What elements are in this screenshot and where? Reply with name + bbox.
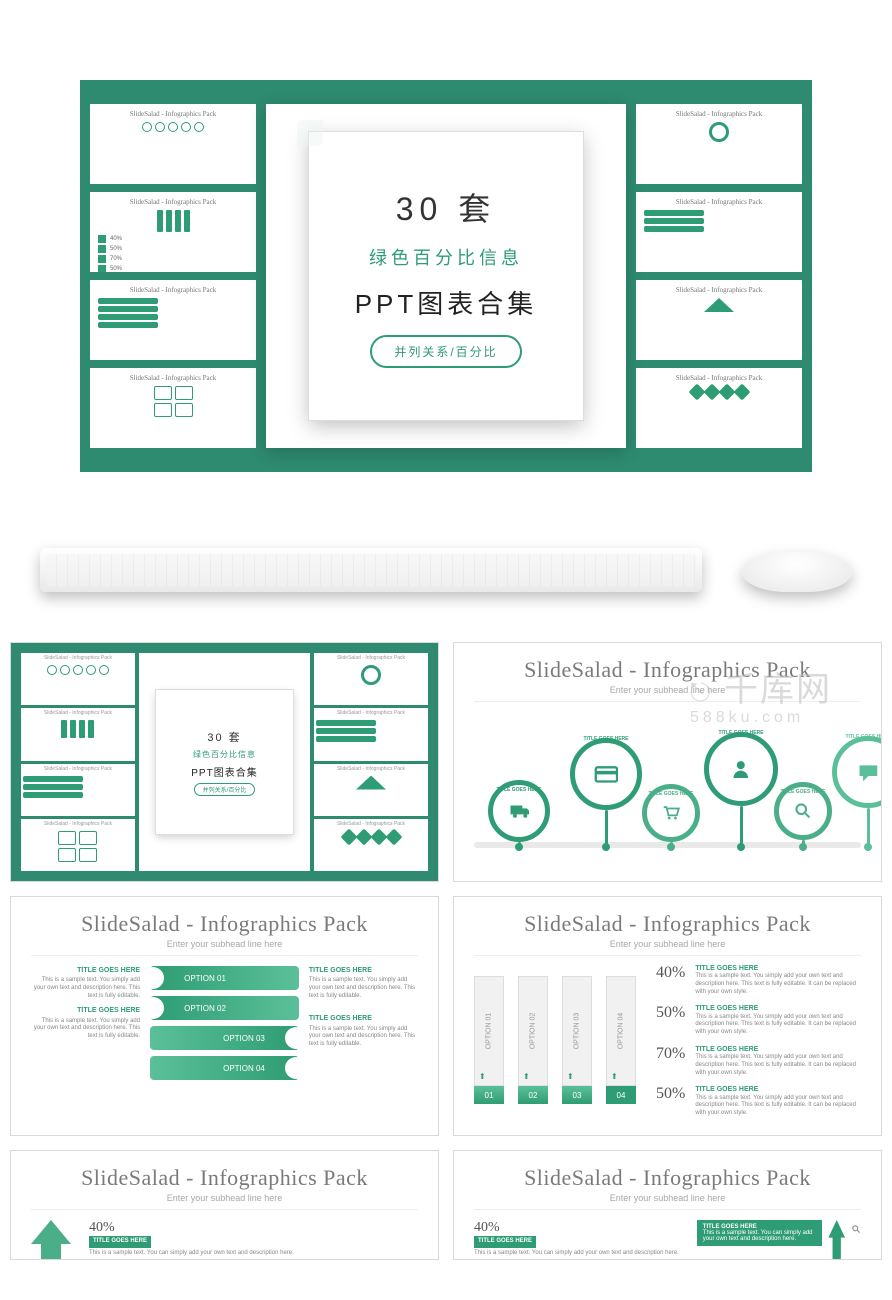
hero-mini: SlideSalad - Infographics Pack40%50%70%5… [90, 192, 256, 272]
pct-row: 50%TITLE GOES HEREThis is a sample text.… [656, 1085, 861, 1117]
circle-node [704, 732, 778, 806]
hero-main: PPT图表合集 [355, 284, 538, 321]
hero-mini: SlideSalad - Infographics Pack [90, 280, 256, 360]
slide-sub: Enter your subhead line here [474, 1193, 861, 1210]
hero-mini: SlideSalad - Infographics Pack [90, 104, 256, 184]
slide-sub: Enter your subhead line here [474, 685, 861, 702]
hero-panel: SlideSalad - Infographics Pack SlideSala… [80, 80, 812, 472]
bar: OPTION 02⬆02 [518, 976, 548, 1104]
hero-count: 30 套 [396, 184, 497, 230]
keyboard-image [40, 548, 702, 592]
slide-circles[interactable]: SlideSalad - Infographics Pack Enter you… [453, 642, 882, 882]
chat-icon [285, 1057, 307, 1079]
slide-title: SlideSalad - Infographics Pack [474, 911, 861, 937]
hero-mini: SlideSalad - Infographics Pack [636, 192, 802, 272]
circle-node [832, 736, 882, 808]
hero-frame: 30 套 绿色百分比信息 PPT图表合集 并列关系/百分比 [309, 132, 583, 419]
option-tab: OPTION 01 [150, 966, 299, 990]
hero-mini: SlideSalad - Infographics Pack [636, 280, 802, 360]
hero-left-col: SlideSalad - Infographics Pack SlideSala… [90, 104, 256, 448]
slide-title: SlideSalad - Infographics Pack [474, 657, 861, 683]
option-tab: OPTION 04 [150, 1056, 299, 1080]
card-icon [142, 997, 164, 1019]
mouse-image [742, 552, 852, 592]
arrow-icon [31, 1220, 71, 1260]
bar: OPTION 01⬆01 [474, 976, 504, 1104]
cart-icon [285, 1027, 307, 1049]
hero-pill: 并列关系/百分比 [370, 335, 521, 368]
pct-text: TITLE GOES HEREThis is a sample text. Yo… [474, 1236, 679, 1258]
hero-center: 30 套 绿色百分比信息 PPT图表合集 并列关系/百分比 [266, 104, 626, 448]
hero-right-col: SlideSalad - Infographics Pack SlideSala… [636, 104, 802, 448]
pct-row: 40%TITLE GOES HEREThis is a sample text.… [656, 964, 861, 996]
slide-cut-right[interactable]: SlideSalad - Infographics Pack Enter you… [453, 1150, 882, 1260]
hero-mini: SlideSalad - Infographics Pack [636, 368, 802, 448]
bar: OPTION 04⬆04 [606, 976, 636, 1104]
pct-row: 70%TITLE GOES HEREThis is a sample text.… [656, 1045, 861, 1077]
slide-bars[interactable]: SlideSalad - Infographics Pack Enter you… [453, 896, 882, 1136]
slide-sub: Enter your subhead line here [474, 939, 861, 956]
hero-mini: SlideSalad - Infographics Pack [636, 104, 802, 184]
circle-node [570, 738, 642, 810]
option-tab: OPTION 02 [150, 996, 299, 1020]
arrow-icon [828, 1220, 845, 1260]
slide-sub: Enter your subhead line here [31, 939, 418, 956]
slide-title: SlideSalad - Infographics Pack [31, 911, 418, 937]
pct: 40% [474, 1220, 679, 1236]
desk-row [40, 532, 852, 592]
pct-text: TITLE GOES HEREThis is a sample text. Yo… [89, 1236, 294, 1258]
slide-sub: Enter your subhead line here [31, 1193, 418, 1210]
option-tab: OPTION 03 [150, 1026, 299, 1050]
slide-title: SlideSalad - Infographics Pack [474, 1165, 861, 1191]
pct: 40% [89, 1220, 294, 1236]
pct-row: 50%TITLE GOES HEREThis is a sample text.… [656, 1004, 861, 1036]
user-icon [142, 967, 164, 989]
hero-subtitle: 绿色百分比信息 [369, 244, 523, 270]
slide-options[interactable]: SlideSalad - Infographics Pack Enter you… [10, 896, 439, 1136]
bar: OPTION 03⬆03 [562, 976, 592, 1104]
hero-mini: SlideSalad - Infographics Pack [90, 368, 256, 448]
slide-grid: SlideSalad - Infographics Pack SlideSala… [0, 642, 892, 1270]
slide-thumb-cover[interactable]: SlideSalad - Infographics Pack SlideSala… [10, 642, 439, 882]
slide-title: SlideSalad - Infographics Pack [31, 1165, 418, 1191]
slide-cut-left[interactable]: SlideSalad - Infographics Pack Enter you… [10, 1150, 439, 1260]
search-icon [851, 1220, 861, 1238]
